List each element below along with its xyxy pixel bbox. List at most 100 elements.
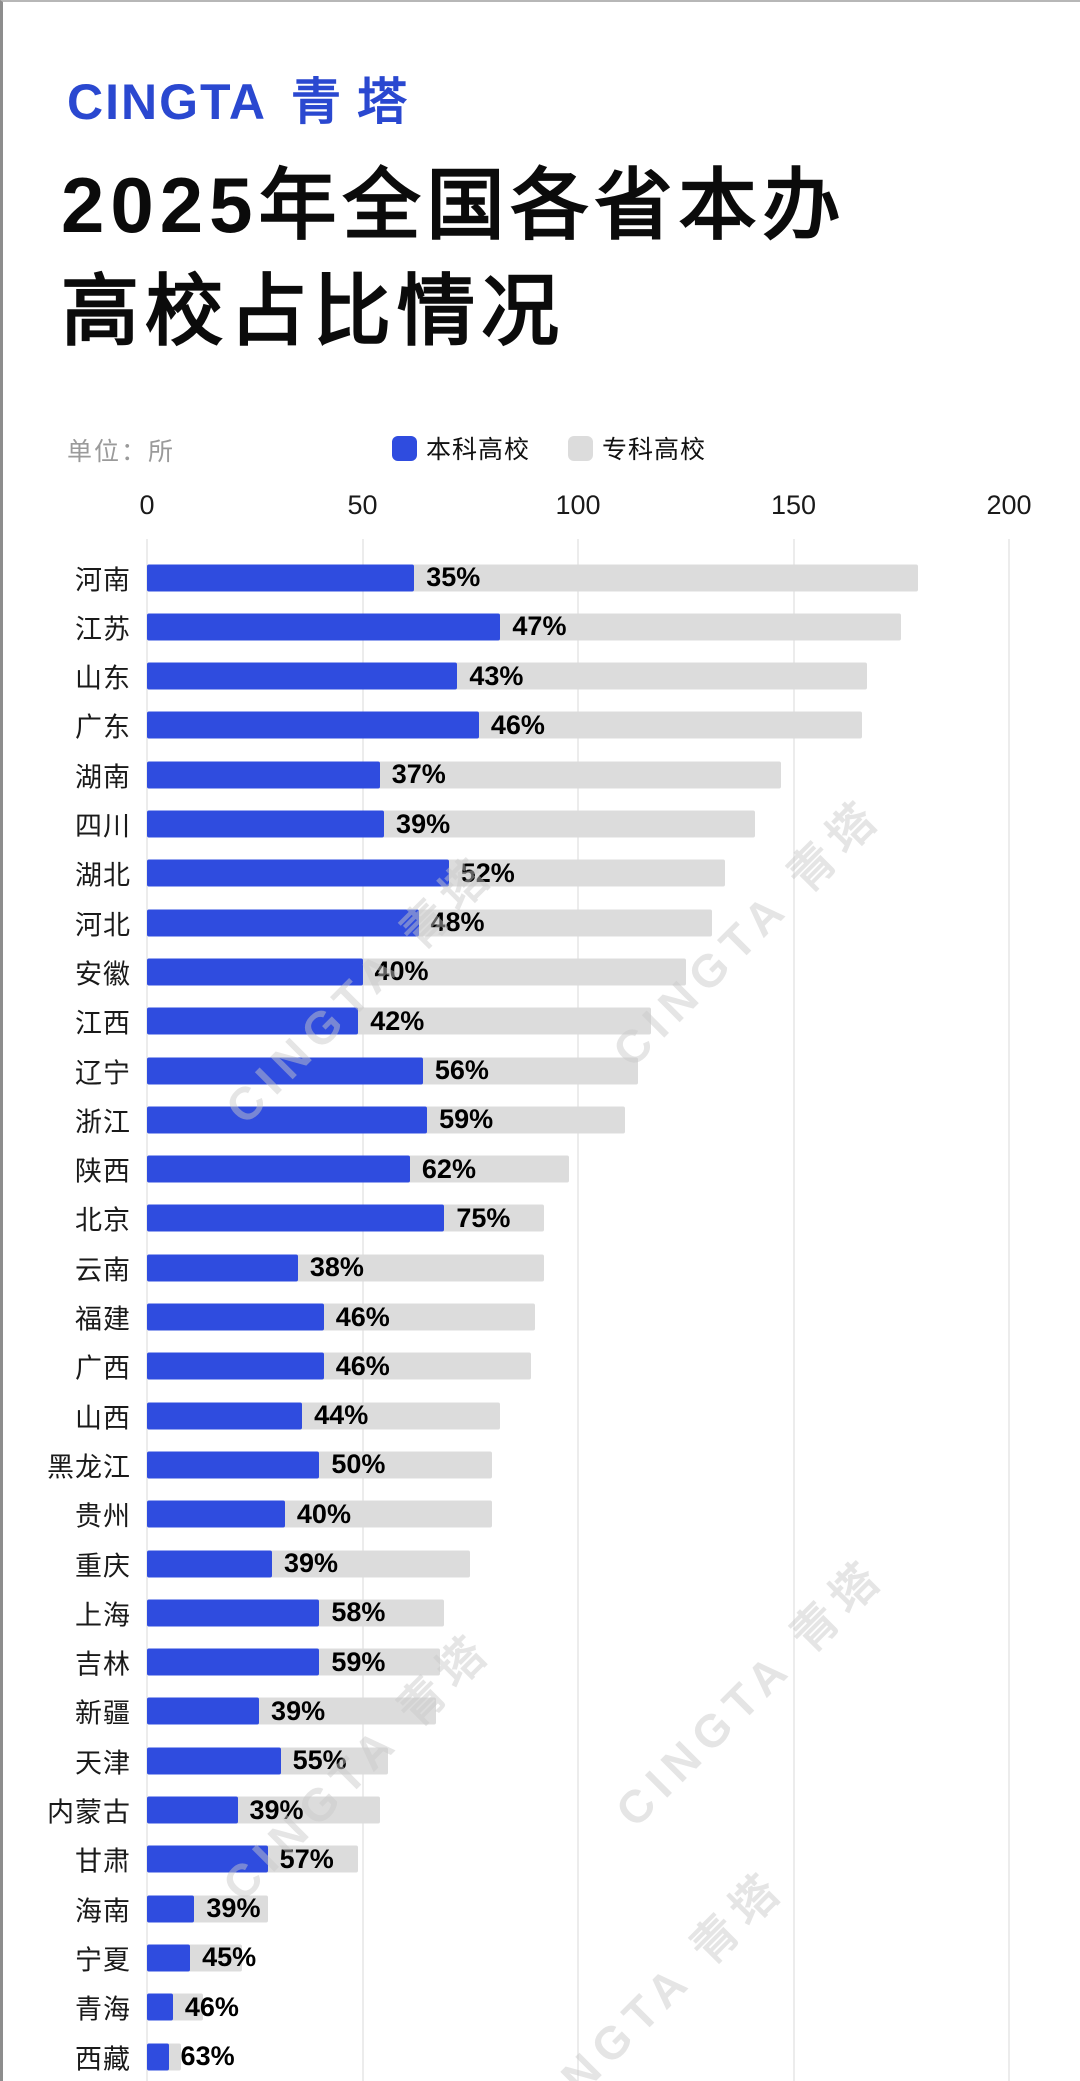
bar-row-山西: 山西 44%: [3, 1391, 1080, 1440]
benke-bar: [147, 1895, 195, 1923]
province-label: 广西: [75, 1353, 131, 1384]
province-label: 西藏: [75, 2044, 131, 2074]
province-label: 黑龙江: [47, 1452, 131, 1483]
benke-bar: [147, 859, 449, 887]
province-label: 甘肃: [75, 1846, 131, 1877]
bar-track: 46%: [147, 1302, 1009, 1332]
bar-track: 44%: [147, 1400, 1009, 1431]
province-label: 北京: [75, 1205, 131, 1236]
pct-label: 39%: [249, 1794, 304, 1825]
benke-bar: [147, 909, 419, 937]
pct-label: 50%: [331, 1449, 386, 1480]
legend-swatch-zhuanke: [568, 435, 594, 461]
benke-bar: [147, 1845, 268, 1873]
benke-bar: [147, 1550, 272, 1577]
province-label: 海南: [75, 1896, 131, 1927]
benke-bar: [147, 1451, 320, 1479]
pct-label: 39%: [271, 1695, 326, 1726]
province-label: 重庆: [75, 1551, 131, 1581]
benke-bar: [147, 1402, 303, 1430]
bar-row-辽宁: 辽宁 56%: [3, 1046, 1080, 1095]
benke-bar: [147, 613, 501, 641]
province-label: 河南: [75, 565, 131, 595]
province-label: 云南: [75, 1255, 131, 1286]
pct-label: 48%: [430, 907, 485, 938]
bar-row-黑龙江: 黑龙江 50%: [3, 1440, 1080, 1489]
province-label: 山东: [75, 663, 131, 694]
pct-label: 37%: [391, 759, 446, 790]
province-label: 贵州: [75, 1501, 131, 1532]
bar-track: 39%: [147, 1794, 1009, 1825]
x-axis-tick-100: 100: [555, 490, 601, 520]
pct-label: 55%: [292, 1745, 347, 1776]
pct-label: 39%: [206, 1893, 261, 1924]
pct-label: 59%: [439, 1104, 494, 1135]
bar-track: 50%: [147, 1449, 1009, 1480]
bar-track: 75%: [147, 1203, 1009, 1233]
x-axis-tick-150: 150: [770, 490, 817, 520]
benke-bar: [147, 564, 415, 591]
bar-track: 63%: [147, 2041, 1009, 2071]
province-label: 新疆: [75, 1698, 131, 1729]
province-label: 福建: [75, 1304, 131, 1335]
bar-track: 59%: [147, 1104, 1009, 1135]
bar-row-内蒙古: 内蒙古 39%: [3, 1786, 1080, 1835]
chart-legend: 本科高校 专科高校: [392, 430, 744, 466]
benke-bar: [147, 2043, 169, 2070]
bar-row-山东: 山东 43%: [3, 652, 1080, 701]
bar-row-陕西: 陕西 62%: [3, 1145, 1080, 1194]
cingta-logo: CINGTA 青塔: [67, 62, 423, 134]
bar-row-广东: 广东 46%: [3, 701, 1080, 750]
bar-track: 55%: [147, 1745, 1009, 1776]
bar-row-安徽: 安徽 40%: [3, 947, 1080, 996]
legend-label-benke: 本科高校: [426, 436, 531, 464]
province-label: 广东: [75, 712, 131, 743]
bar-row-江西: 江西 42%: [3, 997, 1080, 1046]
province-label: 江苏: [75, 614, 131, 645]
bar-track: 46%: [147, 710, 1009, 740]
pct-label: 42%: [370, 1005, 425, 1036]
benke-bar: [147, 1796, 238, 1824]
pct-label: 40%: [296, 1498, 351, 1529]
x-axis-tick-200: 200: [986, 490, 1032, 520]
bar-track: 43%: [147, 661, 1009, 691]
bar-row-河北: 河北 48%: [3, 898, 1080, 947]
meta-row: 单位：所 本科高校 专科高校: [67, 432, 1057, 466]
benke-bar: [147, 1500, 285, 1528]
benke-bar: [147, 1648, 320, 1676]
bar-track: 35%: [147, 562, 1009, 592]
bar-track: 59%: [147, 1646, 1009, 1677]
pct-label: 63%: [180, 2041, 235, 2071]
bar-row-上海: 上海 58%: [3, 1588, 1080, 1637]
gridline-150: [792, 539, 795, 2081]
bar-row-新疆: 新疆 39%: [3, 1687, 1080, 1736]
benke-bar: [147, 1007, 359, 1035]
bar-track: 56%: [147, 1055, 1009, 1085]
page-title-line1: 2025年全国各省本办: [61, 161, 847, 249]
bar-track: 58%: [147, 1597, 1009, 1627]
page-title-line2: 高校占比情况: [61, 267, 566, 355]
benke-bar: [147, 1352, 324, 1380]
legend-item-zhuanke: 专科高校: [568, 430, 706, 466]
province-label: 辽宁: [75, 1058, 131, 1088]
province-label: 天津: [75, 1748, 131, 1779]
benke-bar: [147, 1254, 298, 1282]
bar-track: 46%: [147, 1992, 1009, 2022]
bar-row-北京: 北京 75%: [3, 1194, 1080, 1243]
page-title: 2025年全国各省本办 高校占比情况: [61, 152, 847, 364]
bar-track: 39%: [147, 1893, 1009, 1924]
legend-label-zhuanke: 专科高校: [602, 436, 707, 464]
bar-track: 62%: [147, 1154, 1009, 1184]
pct-label: 39%: [283, 1548, 339, 1578]
province-label: 吉林: [75, 1649, 131, 1680]
province-label: 宁夏: [75, 1945, 131, 1976]
bar-track: 48%: [147, 907, 1009, 938]
pct-label: 40%: [374, 956, 429, 987]
pct-label: 44%: [314, 1400, 369, 1431]
x-axis-tick-0: 0: [139, 490, 155, 520]
benke-bar: [147, 1993, 173, 2021]
pct-label: 59%: [331, 1646, 386, 1677]
province-label: 上海: [75, 1600, 131, 1631]
bar-track: 37%: [147, 759, 1009, 790]
benke-bar: [147, 662, 458, 690]
